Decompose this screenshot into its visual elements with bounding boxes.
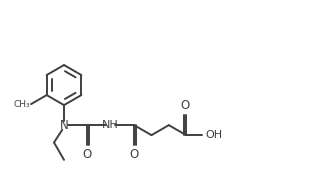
Text: OH: OH (205, 130, 222, 140)
Text: O: O (82, 148, 92, 161)
Text: O: O (129, 148, 139, 161)
Text: NH: NH (102, 120, 119, 130)
Text: N: N (60, 119, 68, 132)
Text: CH₃: CH₃ (13, 100, 30, 109)
Text: O: O (181, 99, 190, 112)
